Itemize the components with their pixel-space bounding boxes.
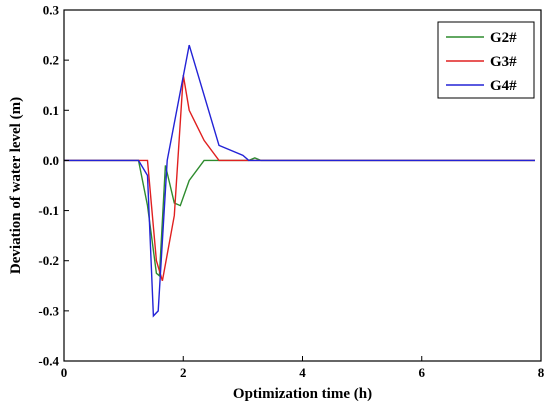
y-tick-label: 0.0 bbox=[43, 153, 59, 168]
x-tick-label: 8 bbox=[538, 365, 545, 380]
series-line-G2 bbox=[64, 157, 535, 278]
y-tick-label: 0.3 bbox=[43, 3, 60, 18]
y-tick-label: 0.2 bbox=[43, 53, 59, 68]
y-tick-label: -0.4 bbox=[38, 354, 59, 369]
x-tick-label: 0 bbox=[61, 365, 68, 380]
legend-box bbox=[437, 21, 535, 99]
x-tick-label: 2 bbox=[180, 365, 187, 380]
legend-label-G3: G3# bbox=[490, 54, 517, 70]
x-tick-label: 6 bbox=[419, 365, 426, 380]
ticks-layer: 0 2 4 6 8 -0.4 -0.3 -0.2 -0.1 0.0 0.1 0.2 0.3 bbox=[38, 3, 544, 381]
y-tick-label: 0.1 bbox=[43, 103, 59, 118]
legend: G2# G3# G4# bbox=[437, 21, 535, 99]
x-axis-label: Optimization time (h) bbox=[233, 386, 372, 402]
y-axis-label: Deviation of water level (m) bbox=[8, 97, 24, 274]
x-tick-label: 4 bbox=[299, 365, 306, 380]
y-tick-label: -0.3 bbox=[38, 303, 59, 318]
legend-label-G4: G4# bbox=[490, 78, 517, 94]
series-line-G3 bbox=[64, 75, 535, 282]
series-layer bbox=[64, 44, 535, 318]
y-tick-label: -0.2 bbox=[38, 253, 59, 268]
y-tick-label: -0.1 bbox=[38, 203, 59, 218]
series-line-G4 bbox=[64, 44, 535, 318]
legend-label-G2: G2# bbox=[490, 30, 517, 46]
